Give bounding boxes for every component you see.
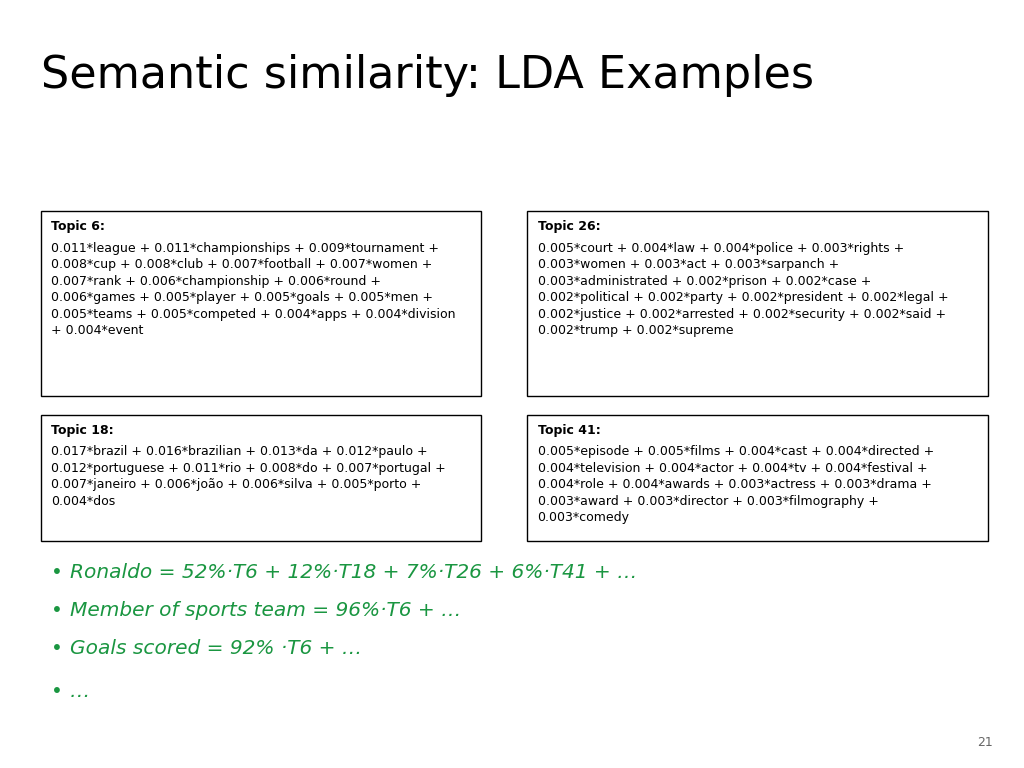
Text: Topic 26:: Topic 26:	[538, 220, 600, 233]
Text: •: •	[51, 640, 63, 658]
Text: Member of sports team = 96%·T6 + …: Member of sports team = 96%·T6 + …	[70, 601, 461, 620]
Text: •: •	[51, 601, 63, 620]
Text: 21: 21	[978, 736, 993, 749]
Bar	[527, 415, 988, 541]
Text: 0.005*episode + 0.005*films + 0.004*cast + 0.004*directed +
0.004*television + 0: 0.005*episode + 0.005*films + 0.004*cast…	[538, 445, 934, 525]
Text: …: …	[70, 682, 90, 700]
Text: Ronaldo = 52%·T6 + 12%·T18 + 7%·T26 + 6%·T41 + …: Ronaldo = 52%·T6 + 12%·T18 + 7%·T26 + 6%…	[70, 563, 637, 581]
Text: Topic 41:: Topic 41:	[538, 424, 600, 437]
Text: •: •	[51, 563, 63, 581]
Text: •: •	[51, 682, 63, 700]
Bar	[41, 211, 481, 396]
Text: Topic 6:: Topic 6:	[51, 220, 105, 233]
Text: Goals scored = 92% ·T6 + …: Goals scored = 92% ·T6 + …	[70, 640, 361, 658]
Text: 0.011*league + 0.011*championships + 0.009*tournament +
0.008*cup + 0.008*club +: 0.011*league + 0.011*championships + 0.0…	[51, 242, 456, 337]
Text: Semantic similarity: LDA Examples: Semantic similarity: LDA Examples	[41, 54, 814, 97]
Text: 0.017*brazil + 0.016*brazilian + 0.013*da + 0.012*paulo +
0.012*portuguese + 0.0: 0.017*brazil + 0.016*brazilian + 0.013*d…	[51, 445, 445, 508]
Text: 0.005*court + 0.004*law + 0.004*police + 0.003*rights +
0.003*women + 0.003*act : 0.005*court + 0.004*law + 0.004*police +…	[538, 242, 948, 337]
Text: Topic 18:: Topic 18:	[51, 424, 114, 437]
Bar	[41, 415, 481, 541]
Bar	[527, 211, 988, 396]
